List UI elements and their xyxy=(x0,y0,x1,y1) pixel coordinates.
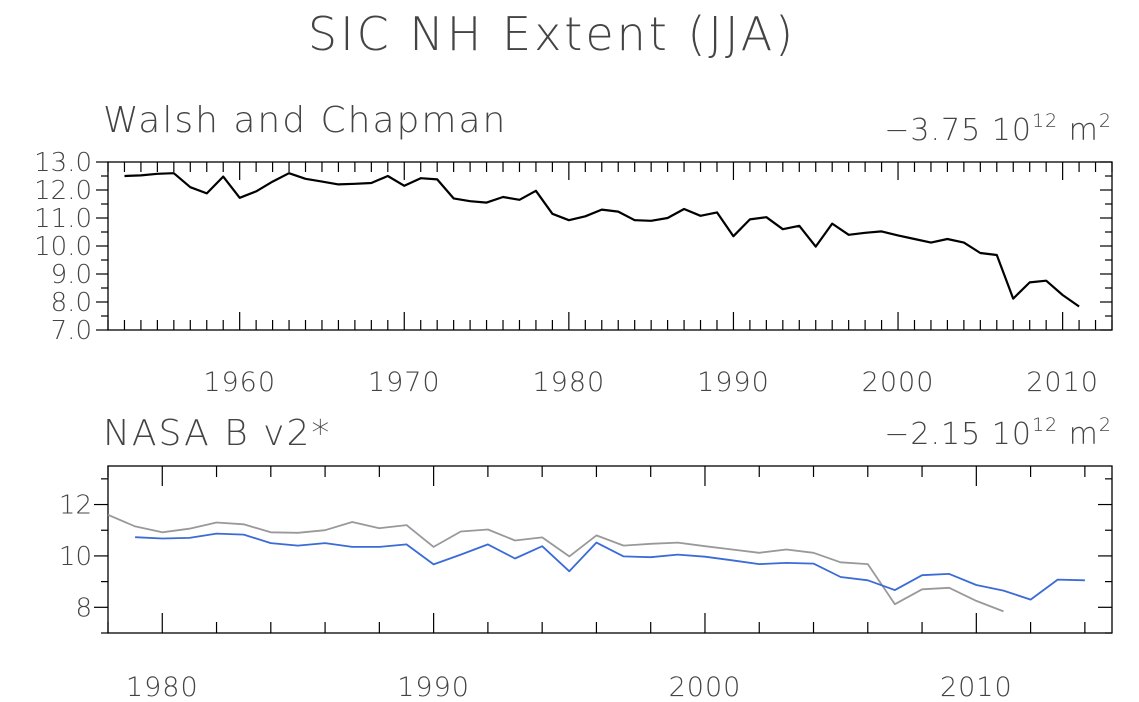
y-tick-label: 12.0 xyxy=(34,176,92,206)
x-tick-label: 1980 xyxy=(126,672,199,702)
panel-1-trend-label: −3.75 1012 m2 xyxy=(884,110,1112,148)
panel-2-trend-unit: m xyxy=(1069,417,1099,452)
x-tick-label: 1960 xyxy=(203,367,276,398)
x-tick-label: 2010 xyxy=(940,672,1013,702)
x-tick-label: 2000 xyxy=(862,367,935,398)
panel-2-trend-exponent: 12 xyxy=(1032,414,1058,436)
x-tick-label: 2000 xyxy=(669,672,742,702)
panel-1-title: Walsh and Chapman xyxy=(103,100,507,141)
panel-nasa-b: NASA B v2* −2.15 1012 m2 1980 1990 2000 201… xyxy=(59,413,1113,702)
panel-2-frame xyxy=(107,465,1113,634)
panel-1-trend-exponent: 12 xyxy=(1032,110,1058,132)
panel-1-trend-unit: m xyxy=(1069,113,1099,148)
x-tick-label: 1970 xyxy=(368,367,441,398)
x-tick-label: 2010 xyxy=(1026,367,1099,398)
panel-2-trend-base: 10 xyxy=(992,417,1032,452)
panel-walsh-chapman: Walsh and Chapman −3.75 1012 m2 1960 1970… xyxy=(34,100,1113,398)
x-tick-label: 1990 xyxy=(697,367,770,398)
series-line-1 xyxy=(107,513,1004,613)
y-tick-label: 8 xyxy=(75,593,92,623)
panel-1-trend-base: 10 xyxy=(992,113,1032,148)
y-tick-label: 10 xyxy=(59,542,92,572)
y-tick-label: 9.0 xyxy=(51,260,92,290)
y-tick-label: 7.0 xyxy=(51,316,92,346)
panel-1-tick-labels: 1960 1970 1980 1990 2000 2010 7.08.09.010.011.… xyxy=(34,148,1099,398)
chart-title: SIC NH Extent (JJA) xyxy=(308,7,796,61)
panel-2-trend-unit-exponent: 2 xyxy=(1099,414,1112,436)
x-tick-label: 1980 xyxy=(532,367,605,398)
panel-1-trend-value: −3.75 xyxy=(884,113,981,148)
panel-1-trend-unit-exponent: 2 xyxy=(1099,110,1112,132)
y-tick-label: 8.0 xyxy=(51,288,92,318)
panel-1-ticks xyxy=(96,161,1113,331)
panel-2-series xyxy=(107,513,1085,613)
series-line-1 xyxy=(124,172,1080,308)
panel-2-trend-value: −2.15 xyxy=(884,417,981,452)
panel-2-ticks xyxy=(94,466,1112,634)
panel-2-title: NASA B v2* xyxy=(103,413,331,454)
panel-2-tick-labels: 1980 1990 2000 2010 8 10 12 xyxy=(59,491,1013,702)
panel-1-series xyxy=(124,172,1080,308)
series-line-2 xyxy=(135,532,1085,601)
y-tick-label: 11.0 xyxy=(34,204,92,234)
y-tick-label: 13.0 xyxy=(34,148,92,178)
x-tick-label: 1990 xyxy=(397,672,470,702)
y-tick-label: 12 xyxy=(59,491,92,521)
panel-1-frame xyxy=(107,161,1113,331)
y-tick-label: 10.0 xyxy=(34,232,92,262)
panel-2-trend-label: −2.15 1012 m2 xyxy=(884,414,1112,452)
